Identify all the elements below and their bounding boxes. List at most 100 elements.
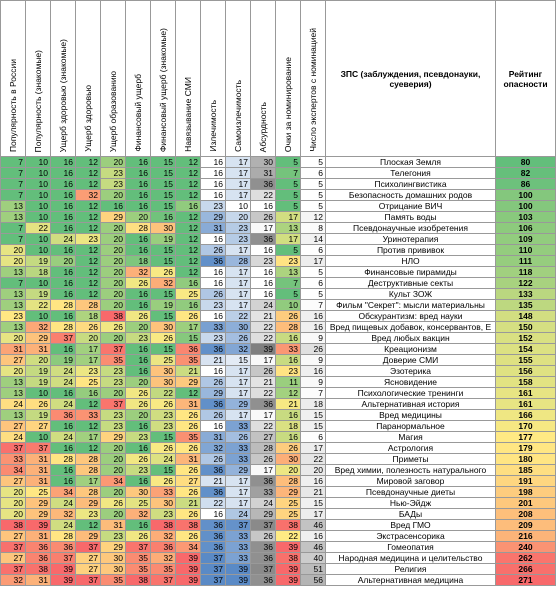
table-row: 24 10 24 17 29 23 15 35 31 26 27 16 6 Магия 177 xyxy=(0,431,556,443)
score-cell: 5 xyxy=(300,200,326,212)
score-cell: 17 xyxy=(225,497,251,509)
score-cell: 29 xyxy=(100,211,126,223)
column-header: Финансовый ущерб (знакомые) xyxy=(150,0,176,157)
score-cell: 39 xyxy=(175,552,201,564)
score-cell: 10 xyxy=(25,244,51,256)
table-row: 13 32 28 26 26 20 30 17 33 30 22 28 16 Вред пищевых д… xyxy=(0,321,556,333)
score-cell: 30 xyxy=(275,453,301,465)
table-row: 27 27 16 12 23 16 23 26 16 33 22 18 15 Паранормальное… xyxy=(0,420,556,432)
score-cell: 16 xyxy=(50,442,76,454)
score-cell: 29 xyxy=(100,541,126,553)
score-cell: 33 xyxy=(75,409,101,421)
column-header-text: Навязывание СМИ xyxy=(183,77,193,152)
score-cell: 26 xyxy=(200,409,226,421)
item-name: Фильм "Секрет": мысли материальны xyxy=(325,299,496,311)
score-cell: 5 xyxy=(275,189,301,201)
table-row: 13 10 16 12 16 16 15 16 23 10 16 5 5 Отрицание ВИЧ 100 xyxy=(0,200,556,212)
score-cell: 29 xyxy=(25,497,51,509)
score-cell: 16 xyxy=(250,244,276,256)
score-cell: 16 xyxy=(125,156,151,168)
score-cell: 13 xyxy=(0,376,26,388)
score-cell: 17 xyxy=(250,354,276,366)
score-cell: 22 xyxy=(300,453,326,465)
score-cell: 14 xyxy=(300,233,326,245)
score-cell: 46 xyxy=(300,541,326,553)
score-cell: 23 xyxy=(125,431,151,443)
score-cell: 39 xyxy=(225,574,251,586)
rating-cell: 150 xyxy=(495,321,556,333)
score-cell: 20 xyxy=(100,442,126,454)
rating-cell: 135 xyxy=(495,299,556,311)
score-cell: 26 xyxy=(125,277,151,289)
score-cell: 22 xyxy=(25,222,51,234)
score-cell: 10 xyxy=(25,387,51,399)
rating-cell: 209 xyxy=(495,519,556,531)
score-cell: 18 xyxy=(275,420,301,432)
score-cell: 12 xyxy=(300,211,326,223)
score-cell: 10 xyxy=(25,431,51,443)
table-row: 34 31 16 28 20 23 15 26 36 29 17 20 20 Вред химии, по… xyxy=(0,464,556,476)
score-cell: 39 xyxy=(175,563,201,575)
score-cell: 12 xyxy=(75,200,101,212)
item-name: Гомеопатия xyxy=(325,541,496,553)
rating-cell: 240 xyxy=(495,541,556,553)
score-cell: 16 xyxy=(300,530,326,542)
score-cell: 38 xyxy=(175,519,201,531)
score-cell: 21 xyxy=(200,475,226,487)
column-header: Очки за номинирование xyxy=(275,0,301,157)
score-cell: 33 xyxy=(225,541,251,553)
score-cell: 5 xyxy=(275,200,301,212)
score-cell: 12 xyxy=(75,211,101,223)
score-cell: 12 xyxy=(175,387,201,399)
score-cell: 5 xyxy=(300,178,326,190)
score-cell: 30 xyxy=(150,365,176,377)
score-cell: 31 xyxy=(25,574,51,586)
table-row: 7 22 16 12 20 28 30 12 31 23 17 13 8 Псевдонаучные из… xyxy=(0,222,556,234)
score-cell: 17 xyxy=(225,189,251,201)
score-cell: 29 xyxy=(200,211,226,223)
score-cell: 34 xyxy=(50,486,76,498)
score-cell: 20 xyxy=(100,464,126,476)
rating-cell: 208 xyxy=(495,508,556,520)
score-cell: 32 xyxy=(125,266,151,278)
score-cell: 31 xyxy=(200,431,226,443)
score-cell: 33 xyxy=(225,420,251,432)
score-cell: 16 xyxy=(250,200,276,212)
score-cell: 16 xyxy=(200,233,226,245)
score-cell: 35 xyxy=(175,431,201,443)
score-cell: 26 xyxy=(250,453,276,465)
rating-cell: 109 xyxy=(495,233,556,245)
score-cell: 19 xyxy=(25,255,51,267)
score-cell: 15 xyxy=(150,167,176,179)
score-cell: 31 xyxy=(25,343,51,355)
score-cell: 16 xyxy=(125,178,151,190)
score-cell: 7 xyxy=(0,167,26,179)
score-cell: 17 xyxy=(75,431,101,443)
score-cell: 21 xyxy=(275,398,301,410)
score-cell: 37 xyxy=(200,552,226,564)
score-cell: 15 xyxy=(150,156,176,168)
table-row: 27 31 16 17 34 16 26 27 21 17 36 28 16 Мировой загово… xyxy=(0,475,556,487)
score-cell: 16 xyxy=(150,211,176,223)
rating-cell: 271 xyxy=(495,574,556,586)
table-row: 7 10 16 12 23 16 15 12 16 17 36 5 5 Психолингвистика 8… xyxy=(0,178,556,190)
score-cell: 17 xyxy=(275,233,301,245)
score-cell: 26 xyxy=(175,420,201,432)
score-cell: 27 xyxy=(0,530,26,542)
score-cell: 17 xyxy=(275,211,301,223)
score-cell: 16 xyxy=(50,244,76,256)
item-name: Экстрасенсорика xyxy=(325,530,496,542)
rating-cell: 133 xyxy=(495,288,556,300)
score-cell: 35 xyxy=(100,354,126,366)
score-cell: 15 xyxy=(150,255,176,267)
score-cell: 26 xyxy=(150,475,176,487)
score-cell: 22 xyxy=(150,387,176,399)
rating-cell: 216 xyxy=(495,530,556,542)
score-cell: 25 xyxy=(275,497,301,509)
item-name: Эзотерика xyxy=(325,365,496,377)
score-cell: 12 xyxy=(75,222,101,234)
score-cell: 13 xyxy=(0,299,26,311)
score-cell: 23 xyxy=(225,233,251,245)
score-cell: 21 xyxy=(175,497,201,509)
score-cell: 9 xyxy=(300,376,326,388)
